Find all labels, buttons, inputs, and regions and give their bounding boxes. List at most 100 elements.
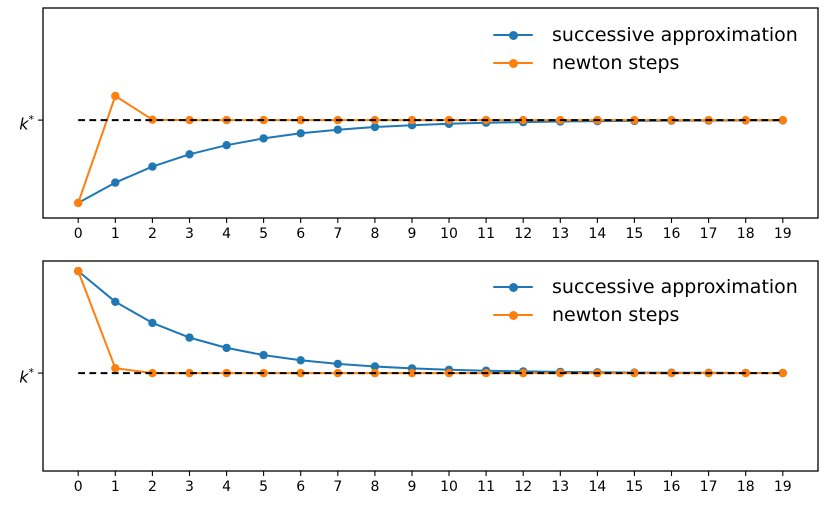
- x-tick-label: 16: [663, 479, 681, 495]
- newton-steps-marker: [778, 368, 787, 378]
- x-tick-label: 5: [259, 226, 268, 242]
- newton-steps-marker: [148, 115, 157, 124]
- successive-approximation-line: [77, 119, 783, 204]
- x-tick-label: 2: [148, 226, 157, 242]
- bottom-chart-canvas: 0 1 2 3 4 5 6 7 8 9 10 11 12 13 14 15 16 17 18 19: [38, 260, 819, 495]
- successive-approximation-marker: [370, 122, 380, 132]
- kstar-base: k: [19, 367, 29, 387]
- legend-dot-icon: [508, 30, 518, 40]
- x-tick-label: 9: [408, 479, 417, 495]
- legend-item-successive-approximation: successive approximation: [493, 273, 798, 301]
- x-tick-label: 11: [477, 479, 495, 495]
- legend-bottom: successive approximation newton steps: [493, 273, 798, 329]
- successive-approximation-marker: [222, 141, 231, 150]
- x-tick-label: 7: [333, 479, 342, 495]
- newton-steps-marker: [185, 115, 194, 125]
- newton-steps-marker: [296, 115, 305, 125]
- axes-frame: [42, 7, 819, 219]
- x-tick-label: 19: [774, 479, 792, 495]
- kstar-base: k: [19, 114, 29, 134]
- x-tick-label: 12: [514, 226, 532, 242]
- x-tick-label: 10: [440, 479, 458, 495]
- legend-item-successive-approximation: successive approximation: [493, 21, 798, 49]
- x-tick-label: 8: [370, 226, 379, 242]
- newton-steps-marker: [148, 368, 157, 378]
- legend-label: successive approximation: [552, 24, 798, 46]
- x-tick-label: 3: [185, 226, 194, 242]
- x-tick-label: 0: [74, 479, 83, 495]
- newton-steps-marker: [407, 115, 417, 125]
- newton-steps-marker: [630, 115, 639, 125]
- successive-approximation-marker: [185, 333, 194, 342]
- kstar-tick-label-top: k*: [0, 110, 35, 134]
- kstar-superscript: *: [28, 113, 35, 126]
- x-tick-label: 14: [588, 226, 606, 242]
- x-tick-label: 1: [111, 226, 120, 242]
- newton-steps-line: [77, 95, 783, 204]
- x-tick-label: 17: [700, 479, 718, 495]
- legend-line-dot-marker-blue: [493, 30, 533, 40]
- legend-top: successive approximation newton steps: [493, 21, 798, 77]
- legend-line-dot-marker-orange: [493, 58, 533, 68]
- top-chart-canvas: 0 1 2 3 4 5 6 7 8 9 10 11 12 13 14 15 16 17 18 19: [38, 7, 819, 242]
- x-tick-label: 13: [551, 479, 569, 495]
- legend-label: successive approximation: [552, 276, 798, 298]
- successive-approximation-marker: [259, 350, 268, 360]
- x-tick-label: 17: [700, 226, 718, 242]
- x-tick-label: 5: [259, 479, 268, 495]
- newton-steps-marker: [667, 115, 676, 125]
- x-tick-label: 6: [296, 226, 305, 242]
- x-tick-label: 1: [111, 479, 120, 495]
- newton-steps-marker: [407, 368, 417, 378]
- legend-line-dot-marker-orange: [493, 310, 533, 320]
- x-tick-label: 16: [663, 226, 681, 242]
- kstar-tick-label-bottom: k*: [0, 363, 35, 387]
- successive-approximation-marker: [111, 178, 120, 187]
- x-tick-label: 11: [477, 226, 495, 242]
- newton-steps-marker: [111, 91, 120, 101]
- x-tick-label: 9: [408, 226, 417, 242]
- newton-steps-marker: [519, 115, 528, 125]
- legend-dot-icon: [508, 58, 518, 68]
- newton-steps-marker: [296, 368, 305, 378]
- newton-steps-marker: [111, 364, 120, 373]
- successive-approximation-marker: [222, 343, 231, 353]
- x-tick-label: 2: [148, 479, 157, 495]
- newton-steps-marker: [519, 368, 528, 378]
- legend-dot-icon: [508, 310, 518, 320]
- kstar-superscript: *: [28, 366, 35, 379]
- newton-steps-marker: [74, 198, 83, 208]
- successive-approximation-marker: [111, 297, 120, 306]
- axes-frame: [42, 260, 819, 472]
- x-tick-label: 10: [440, 226, 458, 242]
- newton-steps-marker: [185, 368, 194, 378]
- successive-approximation-marker: [296, 129, 305, 138]
- x-tick-label: 3: [185, 479, 194, 495]
- x-tick-label: 19: [774, 226, 792, 242]
- successive-approximation-marker: [333, 125, 342, 134]
- legend-label: newton steps: [552, 304, 680, 326]
- x-tick-label: 4: [222, 479, 231, 495]
- legend-line-dot-marker-blue: [493, 282, 533, 292]
- successive-approximation-marker: [148, 318, 157, 328]
- x-tick-label: 15: [625, 479, 643, 495]
- x-tick-label: 7: [333, 226, 342, 242]
- newton-steps-marker: [630, 368, 639, 378]
- legend-item-newton-steps: newton steps: [493, 301, 798, 329]
- successive-approximation-marker: [148, 162, 157, 171]
- x-tick-label: 15: [625, 226, 643, 242]
- legend-item-newton-steps: newton steps: [493, 49, 798, 77]
- x-tick-label: 14: [588, 479, 606, 495]
- successive-approximation-marker: [185, 150, 194, 159]
- legend-dot-icon: [508, 282, 518, 292]
- successive-approximation-marker: [370, 362, 380, 371]
- x-tick-label: 0: [74, 226, 83, 242]
- legend-label: newton steps: [552, 52, 680, 74]
- x-tick-label: 18: [737, 226, 755, 242]
- x-tick-label: 6: [296, 479, 305, 495]
- x-tick-label: 8: [370, 479, 379, 495]
- successive-approximation-marker: [259, 134, 268, 143]
- newton-steps-marker: [667, 368, 676, 378]
- successive-approximation-marker: [296, 356, 305, 365]
